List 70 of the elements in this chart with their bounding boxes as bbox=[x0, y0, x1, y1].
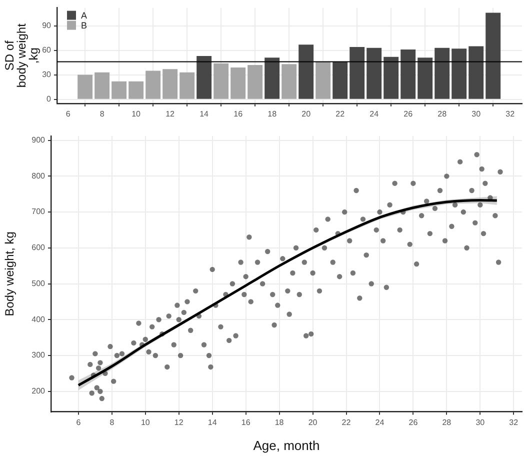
y-tick-label: 400 bbox=[32, 314, 46, 324]
bar bbox=[316, 62, 331, 99]
bar bbox=[332, 62, 348, 99]
x-tick-label: 26 bbox=[408, 418, 418, 427]
bar bbox=[468, 46, 484, 99]
y-axis-title: SD of body weight ,kg bbox=[2, 22, 40, 88]
x-tick-label: 12 bbox=[166, 109, 176, 118]
x-tick-label: 20 bbox=[308, 418, 318, 427]
bar bbox=[452, 48, 467, 99]
bar bbox=[486, 12, 501, 99]
y-tick-label: 90 bbox=[42, 20, 52, 30]
bar bbox=[248, 64, 263, 99]
bar bbox=[298, 44, 314, 99]
y-tick-label: 60 bbox=[42, 45, 52, 54]
x-tick-label: 22 bbox=[342, 418, 352, 427]
y-tick-label: 600 bbox=[32, 243, 46, 252]
x-tick-label: 26 bbox=[404, 109, 414, 118]
x-tick-label: 16 bbox=[234, 109, 244, 118]
bar bbox=[400, 49, 416, 99]
legend-label: A bbox=[81, 10, 88, 20]
y-tick-label: 500 bbox=[32, 278, 46, 288]
y-tick-label: 700 bbox=[32, 207, 46, 216]
x-tick-label: 6 bbox=[76, 418, 82, 427]
bar bbox=[78, 74, 93, 99]
x-tick-label: 16 bbox=[241, 418, 251, 427]
x-tick-label: 18 bbox=[274, 418, 284, 427]
bar bbox=[94, 72, 110, 99]
y-tick-label: 300 bbox=[32, 350, 46, 360]
x-tick-label: 14 bbox=[200, 109, 210, 118]
bar bbox=[384, 56, 399, 99]
y-tick-label: 0 bbox=[46, 94, 52, 104]
x-tick-label: 12 bbox=[174, 418, 184, 427]
x-tick-label: 32 bbox=[506, 109, 516, 118]
bar bbox=[418, 58, 433, 99]
bar bbox=[214, 63, 229, 99]
y-tick-label: 200 bbox=[32, 386, 46, 396]
x-tick-label: 30 bbox=[472, 109, 482, 118]
y-tick-label: 30 bbox=[42, 70, 52, 80]
x-tick-label: 8 bbox=[110, 418, 115, 427]
x-tick-label: 8 bbox=[100, 109, 105, 118]
bar bbox=[230, 67, 246, 99]
x-tick-label: 20 bbox=[302, 109, 312, 118]
x-tick-label: 6 bbox=[66, 109, 71, 118]
legend-label: B bbox=[81, 20, 88, 30]
bar bbox=[350, 47, 365, 99]
bar bbox=[434, 48, 450, 99]
x-tick-label: 24 bbox=[370, 109, 380, 118]
y-axis-title: Body weight, kg bbox=[2, 232, 16, 316]
bar bbox=[146, 70, 161, 99]
x-tick-label: 28 bbox=[438, 109, 448, 118]
bar bbox=[196, 56, 212, 99]
x-tick-label: 30 bbox=[476, 418, 486, 427]
y-tick-label: 800 bbox=[32, 171, 46, 180]
x-tick-label: 24 bbox=[375, 418, 385, 427]
bar bbox=[128, 81, 144, 99]
bar bbox=[264, 58, 280, 99]
x-tick-label: 10 bbox=[140, 418, 150, 427]
x-tick-label: 28 bbox=[442, 418, 452, 427]
x-tick-label: 32 bbox=[509, 418, 519, 427]
bar bbox=[282, 64, 297, 99]
bar bbox=[366, 48, 382, 99]
x-tick-label: 14 bbox=[208, 418, 218, 427]
bar bbox=[180, 72, 195, 99]
x-tick-label: 22 bbox=[336, 109, 346, 118]
x-axis-title: Age, month bbox=[253, 438, 320, 453]
bar bbox=[112, 81, 127, 99]
y-tick-label: 900 bbox=[32, 136, 46, 145]
x-tick-label: 10 bbox=[132, 109, 142, 118]
x-tick-label: 18 bbox=[268, 109, 278, 118]
bar bbox=[162, 69, 178, 99]
